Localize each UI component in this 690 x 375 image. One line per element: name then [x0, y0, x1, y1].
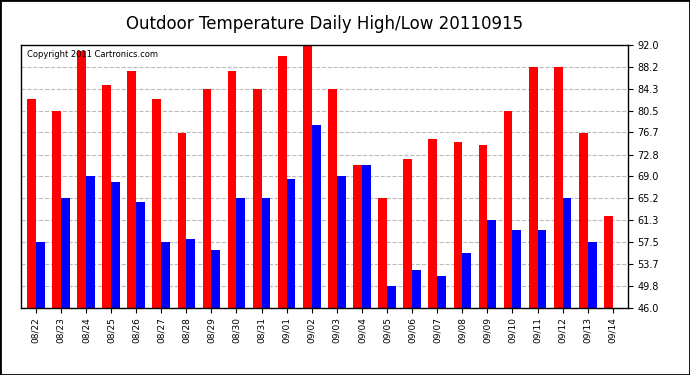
Bar — [479, 145, 487, 308]
Bar — [136, 202, 145, 308]
Bar — [312, 125, 321, 308]
Bar — [128, 70, 136, 308]
Bar — [177, 134, 186, 308]
Bar — [487, 220, 496, 308]
Bar — [228, 70, 237, 308]
Bar — [161, 242, 170, 308]
Bar — [102, 85, 111, 308]
Bar — [353, 165, 362, 308]
Bar — [86, 176, 95, 308]
Bar — [428, 139, 437, 308]
Bar — [328, 89, 337, 308]
Bar — [303, 45, 312, 308]
Bar — [278, 56, 286, 308]
Bar — [27, 99, 36, 308]
Text: Copyright 2011 Cartronics.com: Copyright 2011 Cartronics.com — [27, 50, 158, 59]
Bar — [529, 67, 538, 308]
Bar — [186, 239, 195, 308]
Bar — [579, 134, 588, 308]
Bar — [77, 51, 86, 308]
Bar — [337, 176, 346, 308]
Bar — [262, 198, 270, 308]
Bar — [253, 89, 262, 308]
Bar — [513, 231, 521, 308]
Bar — [52, 111, 61, 308]
Bar — [211, 251, 220, 308]
Bar — [404, 159, 412, 308]
Bar — [588, 242, 597, 308]
Bar — [237, 198, 245, 308]
Bar — [437, 276, 446, 308]
Bar — [152, 99, 161, 308]
Bar — [111, 182, 120, 308]
Bar — [562, 198, 571, 308]
Bar — [453, 142, 462, 308]
Bar — [504, 111, 513, 308]
Bar — [286, 179, 295, 308]
Bar — [387, 286, 396, 308]
Bar — [61, 198, 70, 308]
Bar — [462, 253, 471, 308]
Bar — [554, 67, 562, 308]
Bar — [412, 270, 421, 308]
Bar — [362, 165, 371, 308]
Bar — [538, 231, 546, 308]
Bar — [36, 242, 45, 308]
Text: Outdoor Temperature Daily High/Low 20110915: Outdoor Temperature Daily High/Low 20110… — [126, 15, 523, 33]
Bar — [378, 198, 387, 308]
Bar — [203, 89, 211, 308]
Bar — [604, 216, 613, 308]
